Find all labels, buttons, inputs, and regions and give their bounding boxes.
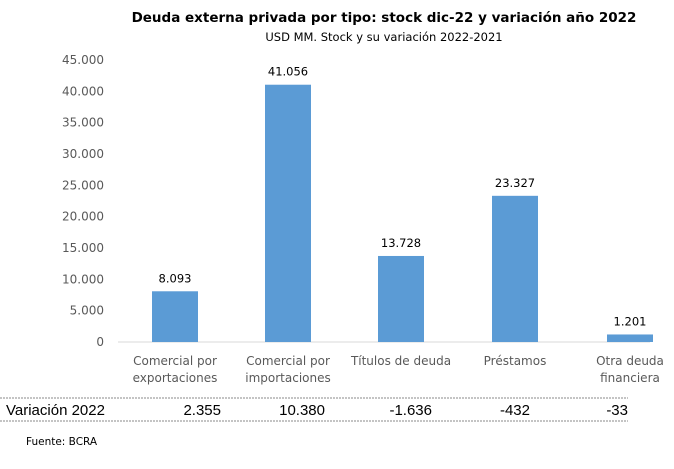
data-label: 13.728 bbox=[381, 236, 421, 250]
x-tick-label: Comercial por bbox=[246, 354, 330, 368]
bar bbox=[492, 195, 538, 342]
y-tick-label: 25.000 bbox=[62, 178, 104, 192]
y-tick-label: 10.000 bbox=[62, 272, 104, 286]
bar bbox=[265, 84, 311, 343]
chart-subtitle: USD MM. Stock y su variación 2022-2021 bbox=[265, 30, 502, 44]
bar bbox=[378, 255, 424, 342]
x-tick-label: importaciones bbox=[245, 371, 331, 385]
y-tick-label: 35.000 bbox=[62, 116, 104, 130]
y-tick-label: 5.000 bbox=[70, 304, 104, 318]
bar bbox=[607, 334, 653, 342]
data-label: 41.056 bbox=[268, 65, 308, 79]
y-tick-label: 40.000 bbox=[62, 84, 104, 98]
table-row-label: Variación 2022 bbox=[6, 402, 105, 419]
y-tick-label: 30.000 bbox=[62, 147, 104, 161]
table-value: -432 bbox=[500, 402, 530, 419]
x-tick-label: Comercial por bbox=[133, 354, 217, 368]
source-note: Fuente: BCRA bbox=[26, 436, 98, 448]
y-tick-label: 15.000 bbox=[62, 241, 104, 255]
x-tick-label: Otra deuda bbox=[596, 354, 664, 368]
table-value: 10.380 bbox=[279, 402, 325, 419]
table-value: -33 bbox=[606, 402, 628, 419]
data-label: 8.093 bbox=[159, 271, 192, 285]
x-tick-label: exportaciones bbox=[133, 371, 218, 385]
x-tick-label: financiera bbox=[600, 371, 660, 385]
table-value: 2.355 bbox=[183, 402, 221, 419]
chart-title: Deuda externa privada por tipo: stock di… bbox=[132, 10, 637, 26]
table-value: -1.636 bbox=[389, 402, 432, 419]
y-tick-label: 45.000 bbox=[62, 53, 104, 67]
y-tick-label: 0 bbox=[96, 335, 104, 349]
x-tick-label: Títulos de deuda bbox=[350, 354, 451, 368]
data-label: 1.201 bbox=[614, 314, 647, 328]
data-label: 23.327 bbox=[495, 176, 535, 190]
y-tick-label: 20.000 bbox=[62, 210, 104, 224]
x-tick-label: Préstamos bbox=[484, 354, 547, 368]
bar bbox=[152, 291, 198, 342]
